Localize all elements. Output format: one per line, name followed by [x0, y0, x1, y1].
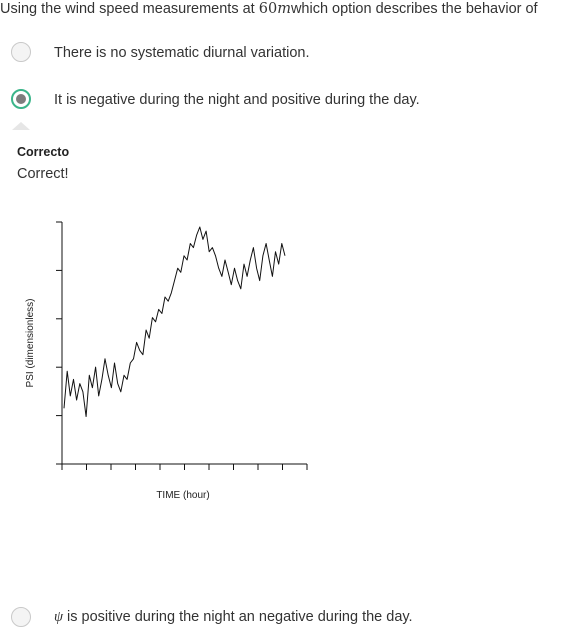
psi-symbol: ψ [54, 609, 64, 625]
option-3-radio[interactable] [11, 607, 31, 627]
feedback-text: Correct! [17, 166, 69, 182]
chart-y-axis-label: PSI (dimensionless) [25, 299, 36, 388]
math-expression: 60m [258, 1, 291, 17]
psi-time-chart: PSI (dimensionless) TIME (hour) [25, 221, 308, 501]
option-2-radio[interactable] [11, 89, 31, 109]
feedback-caret [12, 122, 30, 130]
option-1-radio[interactable] [11, 42, 31, 62]
option-2-label[interactable]: It is negative during the night and posi… [54, 92, 420, 108]
question-text: Using the wind speed measurements at 60m… [0, 1, 538, 17]
psi-series-line [63, 226, 286, 417]
option-3-label[interactable]: ψ is positive during the night an negati… [54, 609, 413, 625]
chart-axes [56, 221, 308, 470]
chart-x-axis-label: TIME (hour) [156, 490, 209, 501]
option-1-label[interactable]: There is no systematic diurnal variation… [54, 45, 310, 61]
feedback-title: Correcto [17, 145, 70, 159]
